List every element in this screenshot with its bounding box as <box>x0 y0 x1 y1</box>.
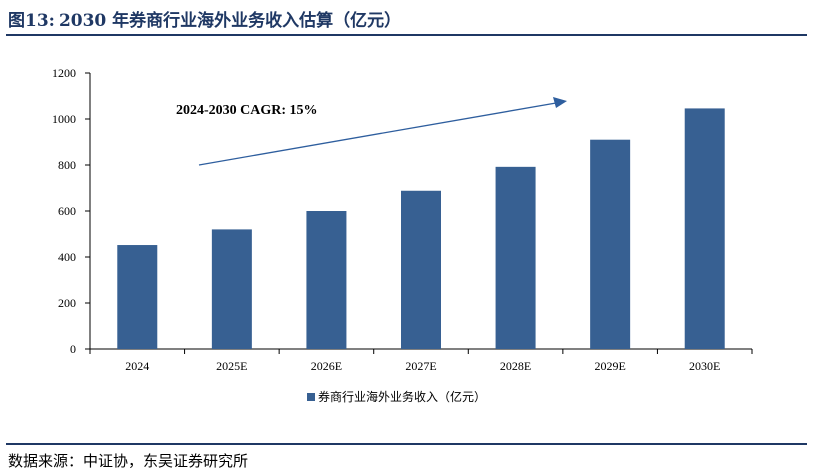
figure-title-text: 2030 年券商行业海外业务收入估算（亿元） <box>58 11 402 31</box>
x-tick-label: 2030E <box>689 359 720 373</box>
y-tick-label: 600 <box>58 204 76 218</box>
figure-label: 图13: <box>8 11 55 31</box>
bar-2027E <box>401 190 441 349</box>
bar-2025E <box>211 229 252 349</box>
bar-2024 <box>117 245 158 349</box>
annotation-group: 2024-2030 CAGR: 15% <box>176 97 567 166</box>
x-tick-label: 2029E <box>594 359 625 373</box>
bars <box>117 108 725 349</box>
y-tick-label: 400 <box>58 250 76 264</box>
legend-label: 券商行业海外业务收入（亿元） <box>318 389 486 404</box>
x-tick-label: 2026E <box>311 359 342 373</box>
legend-swatch <box>307 393 315 401</box>
y-axis: 0 200 400 600 800 1000 1200 <box>52 66 91 356</box>
x-axis: 2024 2025E 2026E 2027E 2028E 2029E 2030E <box>89 348 753 373</box>
source-divider <box>6 443 807 445</box>
chart-title: 图13: 2030 年券商行业海外业务收入估算（亿元） <box>8 6 401 31</box>
x-tick-label: 2024 <box>125 359 149 373</box>
bar-2029E <box>590 139 631 349</box>
legend: 券商行业海外业务收入（亿元） <box>307 389 486 404</box>
title-divider <box>6 34 807 36</box>
y-tick-label: 0 <box>70 342 76 356</box>
y-tick-label: 800 <box>58 158 76 172</box>
x-tick-label: 2028E <box>500 359 531 373</box>
trend-arrow-head <box>553 97 567 108</box>
y-tick-label: 200 <box>58 296 76 310</box>
bar-2026E <box>306 211 347 349</box>
x-tick-label: 2027E <box>405 359 436 373</box>
bar-2030E <box>684 108 725 349</box>
bar-2028E <box>495 166 536 349</box>
y-tick-label: 1200 <box>52 66 76 80</box>
source-note: 数据来源：中证协，东吴证券研究所 <box>8 452 249 470</box>
trend-arrow-line <box>198 102 557 166</box>
x-tick-label: 2025E <box>216 359 247 373</box>
y-tick-label: 1000 <box>52 112 76 126</box>
cagr-annotation: 2024-2030 CAGR: 15% <box>176 103 318 118</box>
